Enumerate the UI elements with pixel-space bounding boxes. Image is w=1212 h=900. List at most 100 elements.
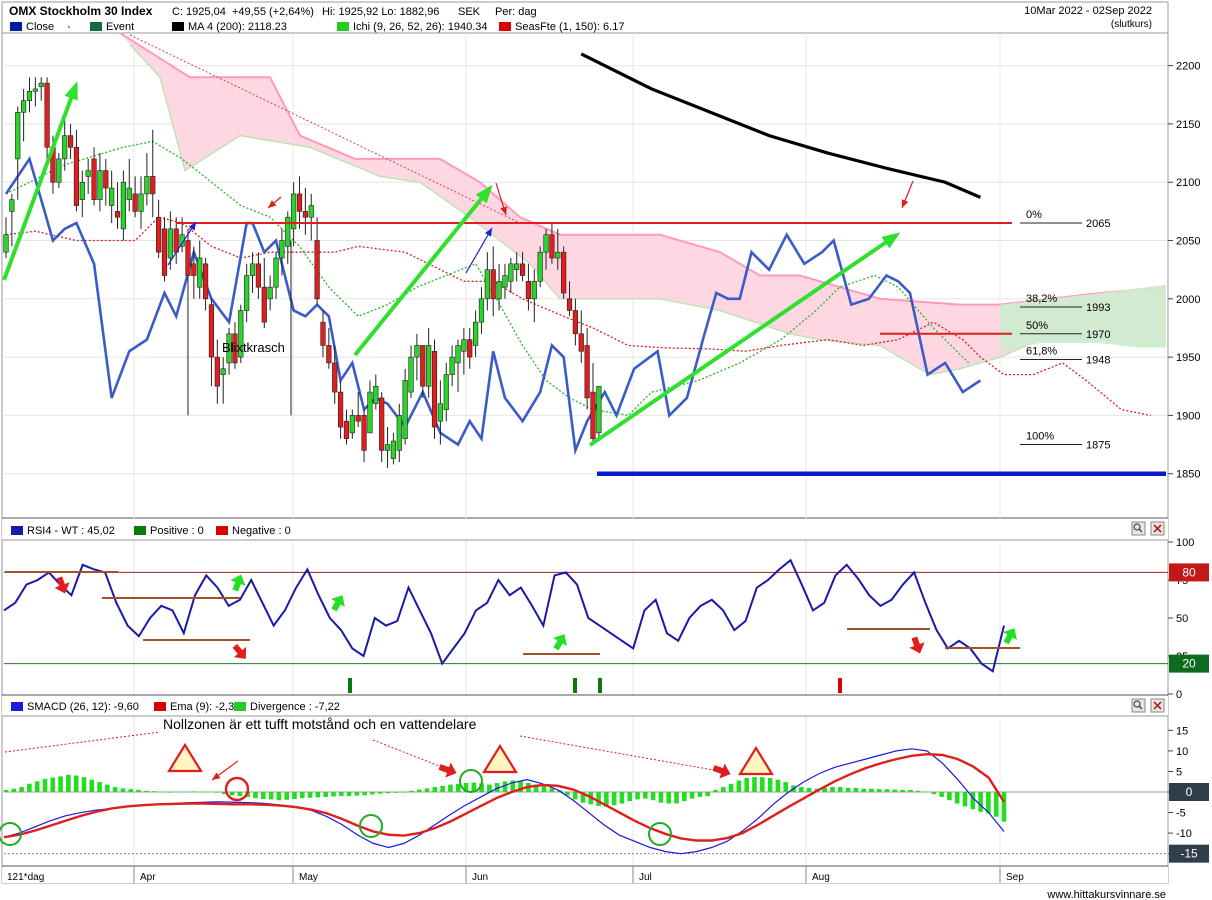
price-tick-label: 2000 <box>1176 294 1200 306</box>
rsi-level-badge-label: 20 <box>1182 657 1196 671</box>
divergence-bar <box>432 787 438 792</box>
candle <box>361 415 367 451</box>
candle <box>85 170 91 177</box>
divergence-bar <box>861 788 866 792</box>
macd-axis: -10 -5 5 10 15 0 -15 <box>1168 725 1209 863</box>
nollzon-annotation: Nollzonen är ett tufft motstånd och en v… <box>163 716 477 732</box>
candle <box>519 263 526 276</box>
cross-circle <box>224 776 250 802</box>
divergence-bar <box>362 792 367 796</box>
ichimoku-cloud-green <box>1000 284 1166 352</box>
seasonal-line <box>5 216 1151 417</box>
legend-swatch <box>216 526 228 535</box>
divergence-bar <box>502 781 508 792</box>
divergence-bar <box>346 792 352 797</box>
candle <box>208 304 215 358</box>
month-label: Apr <box>140 872 156 883</box>
trend-arrowhead <box>475 184 493 204</box>
date-range: 10Mar 2022 - 02Sep 2022 <box>1024 5 1152 17</box>
macd-tick-label: 5 <box>1176 766 1182 778</box>
candle <box>484 269 490 300</box>
rsi-tick-label: 50 <box>1176 613 1188 625</box>
divergence-bar <box>479 783 484 792</box>
divergence-bar <box>565 792 570 796</box>
price-tick-label: 2200 <box>1176 61 1200 73</box>
legend-swatch <box>337 22 349 31</box>
macd-tick-label: 10 <box>1176 746 1188 758</box>
candle <box>220 368 226 375</box>
candle <box>244 275 250 311</box>
cross-circle <box>648 822 672 846</box>
legend-swatch <box>234 702 246 711</box>
legend-row: Close Event MA 4 (200): 2118.23 Ichi (9, 26… <box>10 21 624 33</box>
candle <box>161 228 168 276</box>
candle <box>384 444 391 451</box>
legend-label: Negative : 0 <box>232 525 291 537</box>
trend-arrow <box>588 233 899 447</box>
divergence-bar <box>798 787 804 792</box>
legend-swatch <box>154 702 166 711</box>
candle <box>296 193 303 212</box>
divergence-bar <box>222 792 227 795</box>
arrow-shape <box>1003 628 1017 645</box>
divergence-bar <box>541 785 547 792</box>
cross-circle <box>359 814 383 838</box>
candle <box>214 356 220 387</box>
ema-line <box>3 752 1006 842</box>
arrow-shape <box>438 762 457 778</box>
candle <box>185 240 191 276</box>
timeframe-label: 121*dag <box>7 872 44 883</box>
legend-swatch <box>134 526 146 535</box>
divergence-bar <box>923 791 929 793</box>
rsi-event-bar <box>598 678 602 693</box>
divergence-bar <box>572 792 578 800</box>
divergence-bar <box>650 792 656 801</box>
divergence-bar <box>682 792 687 802</box>
candles <box>3 77 602 468</box>
cross-circle <box>459 769 483 793</box>
divergence-bar <box>806 787 812 792</box>
warning-triangle-icon <box>482 743 518 774</box>
divergence-bar <box>736 780 742 792</box>
change-value: +49,55 (+2,64%) <box>232 6 314 18</box>
price-tick-label: 1950 <box>1176 352 1200 364</box>
candle <box>238 310 244 358</box>
legend-swatch <box>499 22 511 31</box>
divergence-bar <box>455 783 461 792</box>
candle <box>555 251 561 259</box>
legend-swatch <box>11 526 23 535</box>
divergence-bar <box>206 791 212 793</box>
macd-level-badge-label: -15 <box>1180 847 1198 861</box>
rsi-axis: 02550751008020 <box>1168 537 1209 701</box>
cloud-edge-bottom <box>129 44 1166 376</box>
divergence-bar <box>393 792 399 793</box>
candle <box>402 380 408 440</box>
down-arrow-icon <box>232 643 247 659</box>
divergence-bar <box>190 791 196 792</box>
candle <box>525 281 532 300</box>
month-label: Aug <box>812 872 830 883</box>
candle <box>126 187 132 201</box>
fib-pct-label: 0% <box>1026 209 1042 221</box>
candle <box>502 275 508 288</box>
candle <box>314 240 320 300</box>
candle <box>103 170 109 189</box>
time-axis: 121*dag Apr May Jun Jul Aug Sep <box>2 867 1168 883</box>
divergence-bar <box>619 792 625 804</box>
fib-value-label: 1875 <box>1086 440 1110 452</box>
candle <box>561 251 567 294</box>
candle <box>38 82 44 87</box>
divergence-bar <box>112 787 118 792</box>
fib-pct-label: 61,8% <box>1026 345 1057 357</box>
divergence-bar <box>518 781 523 792</box>
divergence-bar <box>323 792 328 797</box>
candle <box>367 391 373 434</box>
divergence-bar <box>315 792 321 798</box>
candle <box>73 146 80 206</box>
divergence-bar <box>596 792 601 806</box>
divergence-bar <box>292 792 297 799</box>
divergence-bar <box>11 788 17 792</box>
pointer-arrowhead <box>188 222 196 231</box>
candle <box>566 298 573 311</box>
candle <box>255 263 262 288</box>
